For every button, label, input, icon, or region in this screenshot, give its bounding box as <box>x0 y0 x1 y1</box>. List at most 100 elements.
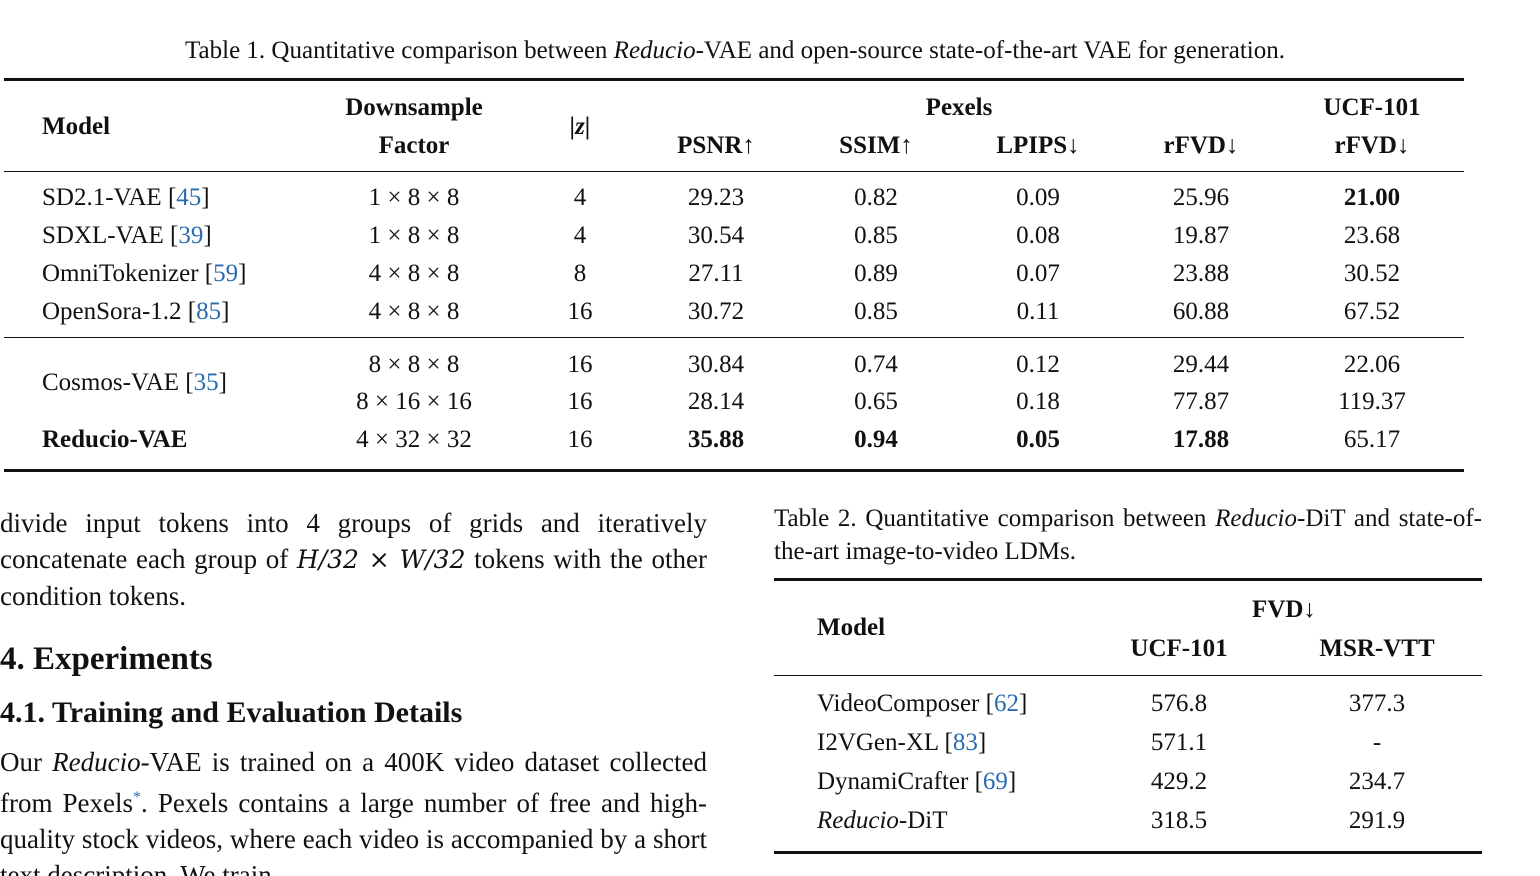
table1-row-psnr: 29.23 <box>687 184 745 211</box>
table2: Model FVD↓ UCF-101 MSR-VTT VideoComposer… <box>774 578 1482 854</box>
table1-row-factor: 4 × 8 × 8 <box>368 298 460 325</box>
table1-header-rule <box>4 171 1464 172</box>
table1-row-model: SDXL-VAE [39] <box>42 222 212 249</box>
table2-header-msr: MSR-VTT <box>1319 635 1435 662</box>
table1-row-factor: 8 × 16 × 16 <box>356 388 472 415</box>
table1-header-ucf: UCF-101 <box>1323 94 1421 121</box>
table1-header-downsample: Downsample <box>345 94 483 121</box>
table1-row-ucf: 21.00 <box>1343 184 1401 211</box>
table2-header-rule <box>774 675 1482 676</box>
citation-link[interactable]: 39 <box>178 222 204 249</box>
table1-row-z: 4 <box>573 222 587 249</box>
table1-group-rule <box>4 337 1464 338</box>
table2-row-ucf: 571.1 <box>1150 729 1208 756</box>
table1-header-model: Model <box>42 113 111 140</box>
table1-row-factor: 4 × 8 × 8 <box>368 260 460 287</box>
table1-row-model: Cosmos-VAE [35] <box>42 369 227 396</box>
table1-row-model: Reducio-VAE <box>42 426 188 453</box>
table1-header-rfvd: rFVD↓ <box>1163 132 1239 159</box>
table2-header-fvd: FVD↓ <box>1252 596 1316 623</box>
citation-link[interactable]: 85 <box>196 298 222 325</box>
table1-row-psnr: 27.11 <box>688 260 744 287</box>
table1-row-lpips: 0.09 <box>1016 184 1060 211</box>
table1-row-z: 16 <box>567 426 593 453</box>
table2-caption-prefix: Table 2. Quantitative comparison between <box>774 505 1216 532</box>
table1-row-rfvd: 23.88 <box>1172 260 1230 287</box>
table2-row-msr: 377.3 <box>1348 690 1406 717</box>
table1-row-psnr: 30.72 <box>687 298 745 325</box>
table1-row-lpips: 0.05 <box>1016 426 1060 453</box>
table1-caption-suffix: -VAE and open-source state-of-the-art VA… <box>695 37 1285 64</box>
table1-row-factor: 1 × 8 × 8 <box>368 222 460 249</box>
table1-row-ssim: 0.85 <box>854 222 898 249</box>
table1-row-rfvd: 77.87 <box>1172 388 1230 415</box>
table1-row-rfvd: 19.87 <box>1172 222 1230 249</box>
table1-row-ucf: 23.68 <box>1343 222 1401 249</box>
table1-row-lpips: 0.12 <box>1016 351 1060 378</box>
table1-caption-prefix: Table 1. Quantitative comparison between <box>185 37 614 64</box>
citation-link[interactable]: 69 <box>982 768 1008 795</box>
table2-row-ucf: 576.8 <box>1150 690 1208 717</box>
table1-header-ssim: SSIM↑ <box>839 132 913 159</box>
table2-caption: Table 2. Quantitative comparison between… <box>774 502 1482 568</box>
table1-row-lpips: 0.07 <box>1016 260 1060 287</box>
table1-header-pexels: Pexels <box>925 94 993 121</box>
table2-header-ucf: UCF-101 <box>1130 635 1228 662</box>
table1-header-factor: Factor <box>378 132 450 159</box>
table1-row-rfvd: 29.44 <box>1172 351 1230 378</box>
table2-caption-suffix: -DiT and state-of-the-art image-to-video… <box>774 505 1482 565</box>
table1-row-psnr: 30.84 <box>687 351 745 378</box>
table1-row-factor: 1 × 8 × 8 <box>368 184 460 211</box>
table1-row-ssim: 0.74 <box>854 351 898 378</box>
table1-row-ssim: 0.89 <box>854 260 898 287</box>
table2-row-model: VideoComposer [62] <box>817 690 1028 717</box>
table1-row-ssim: 0.65 <box>854 388 898 415</box>
table1-row-factor: 4 × 32 × 32 <box>356 426 472 453</box>
table1-row-z: 16 <box>567 388 593 415</box>
table1-row-model: OpenSora-1.2 [85] <box>42 298 230 325</box>
table1-row-z: 16 <box>567 298 593 325</box>
table1: Model Downsample Factor |z| Pexels PSNR↑… <box>4 78 1464 472</box>
table1-row-ssim: 0.82 <box>854 184 898 211</box>
citation-link[interactable]: 59 <box>213 260 239 287</box>
table1-caption-italic: Reducio <box>613 37 696 64</box>
body-text-column: divide input tokens into 4 groups of gri… <box>0 505 707 876</box>
table2-row-msr: 234.7 <box>1348 768 1406 795</box>
table1-row-ucf: 67.52 <box>1343 298 1401 325</box>
table2-row-model: Reducio-DiT <box>817 807 948 834</box>
table1-header-z: |z| <box>569 113 591 140</box>
table1-row-z: 8 <box>573 260 587 287</box>
table1-row-ssim: 0.94 <box>854 426 898 453</box>
citation-link[interactable]: 62 <box>993 690 1019 717</box>
citation-link[interactable]: 35 <box>193 369 219 396</box>
table1-row-z: 4 <box>573 184 587 211</box>
table2-caption-italic: Reducio <box>1215 505 1297 532</box>
citation-link[interactable]: 45 <box>176 184 202 211</box>
table1-row-psnr: 30.54 <box>687 222 745 249</box>
table1-row-ucf: 22.06 <box>1343 351 1401 378</box>
table1-caption: Table 1. Quantitative comparison between… <box>0 34 1470 68</box>
table2-row-ucf: 318.5 <box>1150 807 1208 834</box>
table2-row-model: DynamiCrafter [69] <box>817 768 1017 795</box>
table1-header-psnr: PSNR↑ <box>677 132 755 159</box>
table1-row-factor: 8 × 8 × 8 <box>368 351 460 378</box>
citation-link[interactable]: 83 <box>952 729 978 756</box>
table1-row-ucf: 65.17 <box>1343 426 1401 453</box>
paragraph-continuation: divide input tokens into 4 groups of gri… <box>0 508 707 611</box>
table1-row-lpips: 0.08 <box>1016 222 1060 249</box>
table2-row-model: I2VGen-XL [83] <box>817 729 987 756</box>
table1-row-lpips: 0.18 <box>1016 388 1060 415</box>
table1-row-psnr: 28.14 <box>687 388 745 415</box>
table1-header-lpips: LPIPS↓ <box>996 132 1080 159</box>
table1-row-lpips: 0.11 <box>1016 298 1060 325</box>
table1-row-rfvd: 60.88 <box>1172 298 1230 325</box>
table1-row-ucf: 30.52 <box>1343 260 1401 287</box>
table2-row-ucf: 429.2 <box>1150 768 1208 795</box>
table2-header-model: Model <box>817 614 886 641</box>
table1-header-ucf-rfvd: rFVD↓ <box>1334 132 1410 159</box>
paragraph-training: Our Reducio-VAE is trained on a 400K vid… <box>0 747 707 876</box>
footnote-link[interactable]: * <box>133 789 142 806</box>
table1-row-psnr: 35.88 <box>687 426 745 453</box>
table1-row-ucf: 119.37 <box>1338 388 1406 415</box>
table1-row-model: OmniTokenizer [59] <box>42 260 247 287</box>
